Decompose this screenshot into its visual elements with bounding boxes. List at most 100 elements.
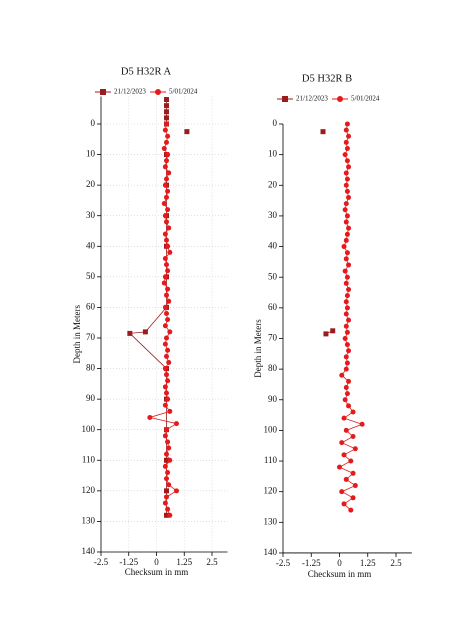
marker <box>359 421 365 427</box>
marker <box>344 391 350 397</box>
y-tick-label: 140 <box>82 546 96 556</box>
marker <box>343 139 349 145</box>
marker <box>162 127 168 133</box>
marker <box>163 176 169 182</box>
marker <box>341 415 347 421</box>
series-line <box>338 123 364 511</box>
marker <box>163 115 169 121</box>
marker <box>163 372 169 378</box>
series-line <box>148 123 178 516</box>
x-tick-label: -2.5 <box>94 557 109 567</box>
x-tick-label: -1.25 <box>119 557 138 567</box>
y-tick-label: 60 <box>86 301 96 311</box>
marker <box>343 182 349 188</box>
marker <box>165 378 171 384</box>
marker <box>350 495 356 501</box>
marker <box>165 243 171 249</box>
marker <box>343 299 349 305</box>
marker <box>343 427 349 433</box>
marker <box>163 311 169 317</box>
y-tick-label: 80 <box>268 363 278 373</box>
marker <box>165 207 171 213</box>
marker <box>343 385 349 391</box>
marker <box>162 274 168 280</box>
marker <box>162 256 168 262</box>
marker <box>165 347 171 353</box>
marker <box>162 366 168 372</box>
legend-label: 5/01/2024 <box>169 88 198 96</box>
marker <box>341 501 347 507</box>
marker <box>344 158 350 164</box>
marker <box>343 311 349 317</box>
marker <box>352 483 358 489</box>
marker <box>167 512 173 518</box>
marker <box>163 292 169 298</box>
marker <box>344 250 350 256</box>
marker <box>163 194 169 200</box>
marker <box>163 451 169 457</box>
marker <box>341 452 347 458</box>
marker <box>163 219 169 225</box>
marker <box>162 384 168 390</box>
marker <box>330 328 336 334</box>
marker <box>166 482 172 488</box>
marker <box>346 225 352 231</box>
x-axis-label: Checksum in mm <box>308 569 372 579</box>
marker <box>346 262 352 268</box>
marker <box>344 188 350 194</box>
marker <box>165 506 171 512</box>
marker <box>343 354 349 360</box>
marker <box>344 231 350 237</box>
marker <box>162 341 168 347</box>
marker <box>344 176 350 182</box>
marker <box>350 470 356 476</box>
y-tick-label: 70 <box>268 333 278 343</box>
legend-label: 21/12/2023 <box>296 95 328 103</box>
marker <box>163 488 169 494</box>
marker <box>127 330 133 336</box>
marker <box>166 445 172 451</box>
marker <box>343 366 349 372</box>
legend-marker <box>282 96 288 102</box>
marker <box>341 244 347 250</box>
marker <box>344 360 350 366</box>
marker <box>346 133 352 139</box>
marker <box>162 182 168 188</box>
marker <box>346 317 352 323</box>
marker <box>346 164 352 170</box>
marker <box>343 256 349 262</box>
y-tick-label: 120 <box>82 485 96 495</box>
x-tick-label: 1.25 <box>176 557 192 567</box>
marker <box>348 458 354 464</box>
y-tick-label: 70 <box>86 332 96 342</box>
marker <box>167 408 173 414</box>
marker <box>339 440 345 446</box>
y-tick-label: 60 <box>268 302 278 312</box>
marker <box>163 121 169 127</box>
marker <box>342 268 348 274</box>
y-tick-label: 110 <box>82 454 96 464</box>
marker <box>167 457 173 463</box>
y-tick-label: 30 <box>86 210 96 220</box>
marker <box>166 225 172 231</box>
marker <box>161 145 167 151</box>
marker <box>343 476 349 482</box>
y-tick-label: 30 <box>268 210 278 220</box>
marker <box>163 335 169 341</box>
y-tick-label: 10 <box>268 149 278 159</box>
marker <box>348 507 354 513</box>
y-tick-label: 90 <box>86 393 96 403</box>
marker <box>344 305 350 311</box>
y-axis-label: Depth in Meters <box>72 304 82 363</box>
marker <box>163 390 169 396</box>
y-axis-label: Depth in Meters <box>253 319 263 378</box>
marker <box>163 139 169 145</box>
x-tick-label: 0 <box>154 557 159 567</box>
y-tick-label: 40 <box>268 241 278 251</box>
marker <box>162 433 168 439</box>
marker <box>163 476 169 482</box>
marker <box>337 464 342 470</box>
marker <box>344 274 350 280</box>
marker <box>166 170 172 176</box>
marker <box>346 195 352 201</box>
